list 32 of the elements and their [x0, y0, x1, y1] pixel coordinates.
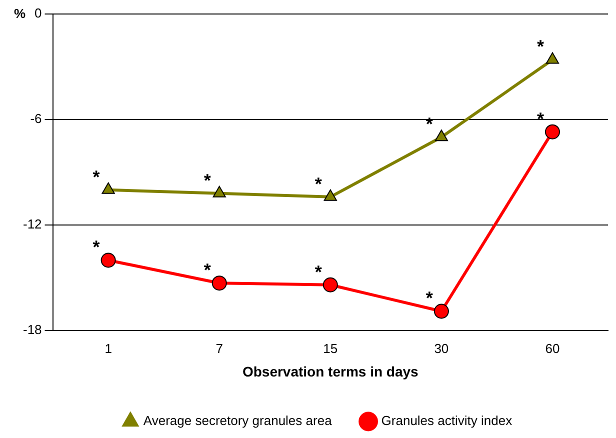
legend-label: Granules activity index — [381, 413, 513, 428]
x-tick-label: 1 — [104, 340, 112, 356]
annotation: * — [536, 108, 544, 129]
annotation: * — [426, 288, 433, 308]
x-tick-label: 30 — [434, 340, 449, 356]
point — [102, 182, 115, 194]
annotation: * — [92, 166, 100, 187]
legend-label: Average secretory granules area — [143, 413, 333, 428]
point — [100, 252, 116, 268]
y-tick-label: 0 — [34, 6, 42, 21]
point — [546, 52, 560, 64]
point — [324, 189, 337, 201]
annotation: * — [204, 170, 211, 190]
annotation: * — [536, 36, 544, 57]
y-tick-label: -6 — [30, 111, 42, 126]
point — [322, 277, 338, 292]
y-tick-label: -18 — [22, 322, 42, 338]
x-tick-label: 15 — [323, 340, 338, 356]
annotation: * — [204, 260, 211, 280]
y-axis-title: % — [14, 6, 26, 21]
point — [212, 276, 227, 291]
x-tick-label: 60 — [545, 340, 560, 356]
y-tick-label: -12 — [22, 216, 42, 232]
point — [212, 186, 226, 198]
point — [434, 130, 448, 142]
annotation: * — [92, 237, 100, 258]
point — [434, 304, 449, 319]
x-axis-title: Observation terms in days — [242, 363, 419, 380]
point — [544, 124, 560, 140]
annotation: * — [314, 262, 322, 282]
x-tick-label: 7 — [216, 340, 223, 356]
annotation: * — [314, 174, 322, 194]
